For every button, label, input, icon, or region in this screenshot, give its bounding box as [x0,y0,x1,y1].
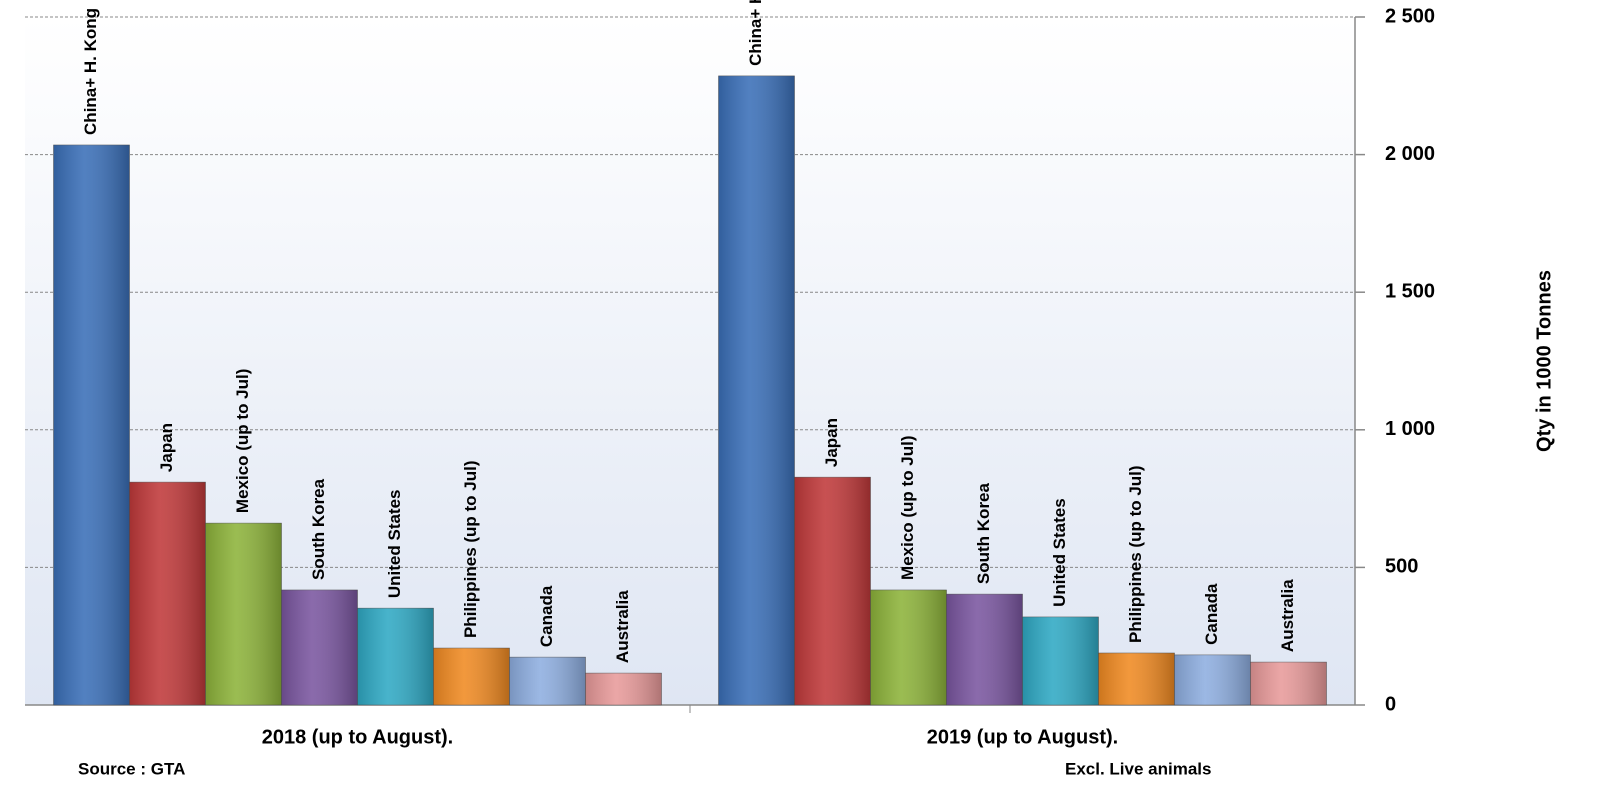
bar-shade [870,589,947,705]
source-note: Source : GTA [78,759,185,778]
bar-series-label: Canada [1202,583,1221,645]
x-tick-label: 2019 (up to August). [927,726,1118,748]
y-tick-label: 0 [1385,693,1396,715]
y-tick-label: 1 000 [1385,418,1435,440]
bar-shade [205,523,282,705]
x-tick-label: 2018 (up to August). [262,726,453,748]
bar-shade [1098,652,1175,705]
bar-series-label: South Korea [309,478,328,580]
bar-series-label: China+ H. Kong [81,8,100,135]
bar-series-label: Australia [613,590,632,663]
bar-shade [433,648,510,705]
bar-shade [509,657,586,705]
exclusion-note: Excl. Live animals [1065,759,1211,778]
y-tick-label: 1 500 [1385,280,1435,302]
bar-series-label: South Korea [974,482,993,584]
y-axis-title: Qty in 1000 Tonnes [1533,270,1555,452]
bar-shade [946,594,1023,705]
bar-shade [1022,616,1099,705]
bar-series-label: Philippines (up to Jul) [461,460,480,638]
y-tick-label: 500 [1385,556,1418,578]
bar-series-label: China+ H. Kong [746,0,765,66]
bar-shade [585,673,662,705]
bar-series-label: Japan [822,418,841,467]
bar-series-label: United States [385,489,404,598]
bar-series-label: Canada [537,585,556,647]
bar-series-label: Japan [157,423,176,472]
bar-series-label: Australia [1278,579,1297,652]
bar-series-label: Philippines (up to Jul) [1126,465,1145,643]
bar-series-label: Mexico (up to Jul) [898,435,917,580]
bar-shade [281,589,358,705]
bar-series-label: United States [1050,498,1069,607]
bar-shade [1174,654,1251,705]
bar-shade [53,144,130,705]
bar-shade [794,477,871,705]
bar-shade [129,482,206,705]
bar-shade [357,608,434,705]
bar-shade [1250,662,1327,705]
y-tick-label: 2 000 [1385,143,1435,165]
bar-series-label: Mexico (up to Jul) [233,369,252,514]
y-tick-label: 2 500 [1385,5,1435,27]
bar-shade [718,75,795,705]
